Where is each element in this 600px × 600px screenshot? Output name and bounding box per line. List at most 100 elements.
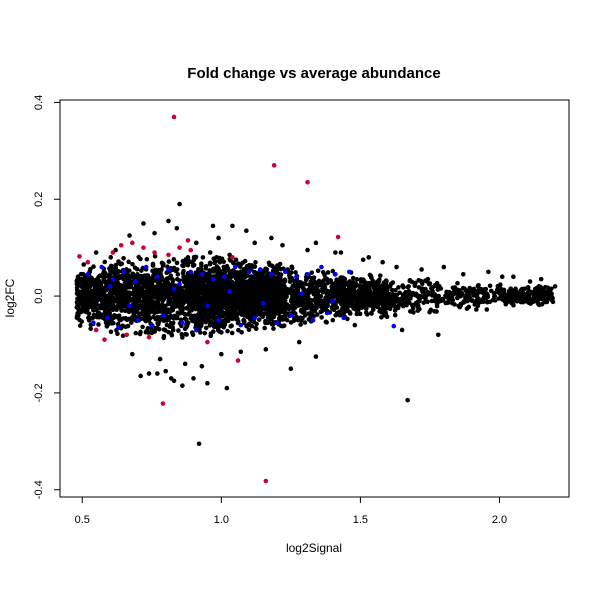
data-point-black: [305, 247, 310, 253]
data-point-red: [102, 337, 107, 342]
data-point: [126, 281, 131, 287]
data-point: [207, 270, 212, 275]
data-point: [203, 325, 209, 331]
data-point: [329, 305, 335, 311]
data-point: [212, 267, 218, 273]
data-point: [278, 303, 283, 308]
data-point-blue: [330, 298, 335, 304]
data-point: [190, 263, 196, 268]
data-point: [443, 293, 448, 298]
data-point: [270, 301, 275, 306]
data-point: [81, 262, 87, 267]
data-point: [294, 296, 300, 302]
data-point: [324, 277, 330, 282]
data-point-black: [205, 380, 210, 386]
data-point: [293, 270, 298, 275]
y-tick-label: 0.2: [33, 192, 45, 207]
data-point: [244, 263, 250, 269]
data-point: [288, 320, 294, 325]
data-point-red: [93, 327, 99, 333]
data-point: [79, 319, 85, 324]
data-point-blue: [294, 274, 299, 280]
data-point-black: [538, 276, 544, 282]
data-point: [77, 323, 83, 328]
data-point: [140, 302, 146, 308]
data-point-blue: [252, 315, 257, 321]
data-point: [91, 304, 97, 310]
data-point: [166, 292, 171, 298]
data-point: [376, 287, 381, 293]
data-point: [162, 294, 168, 300]
data-point: [213, 293, 219, 298]
data-point: [355, 289, 360, 295]
data-point: [498, 293, 504, 298]
data-point: [293, 281, 299, 287]
data-point: [236, 286, 241, 291]
data-point: [484, 307, 490, 312]
data-point: [180, 335, 185, 340]
data-point: [380, 296, 386, 302]
data-point-red: [160, 401, 166, 406]
data-point: [511, 292, 516, 298]
data-point: [380, 288, 385, 294]
data-point-blue: [246, 269, 252, 275]
data-point: [307, 303, 312, 308]
data-point: [155, 314, 160, 320]
data-point-blue: [143, 264, 149, 270]
data-point: [288, 270, 294, 275]
data-point: [247, 311, 252, 317]
data-point: [76, 307, 82, 312]
data-point: [80, 271, 86, 277]
data-point-black: [130, 351, 135, 357]
data-point: [120, 333, 126, 339]
data-point-red: [171, 114, 177, 120]
data-point: [436, 297, 442, 302]
data-point: [157, 308, 162, 314]
data-point: [189, 306, 195, 312]
data-point: [484, 299, 490, 305]
data-point: [155, 294, 160, 300]
data-point-black: [93, 250, 99, 255]
data-point: [134, 266, 140, 272]
data-point-red: [110, 250, 116, 255]
data-point: [383, 302, 389, 308]
data-point: [527, 291, 532, 296]
data-point: [123, 273, 129, 279]
data-point: [228, 296, 234, 301]
data-point: [377, 273, 383, 278]
data-point: [327, 294, 332, 300]
data-point: [152, 285, 157, 290]
data-point: [191, 257, 197, 263]
data-point: [308, 314, 313, 320]
data-point-red: [177, 245, 182, 250]
data-point: [108, 255, 114, 260]
data-point: [147, 291, 153, 296]
data-point: [265, 275, 270, 280]
data-point: [198, 317, 204, 322]
data-point: [450, 300, 455, 306]
data-point: [176, 285, 181, 291]
data-point-black: [394, 264, 399, 270]
data-point: [498, 286, 504, 292]
data-point: [161, 333, 167, 339]
data-point: [258, 312, 264, 318]
data-point: [186, 260, 191, 265]
data-point: [202, 330, 208, 336]
data-point: [192, 283, 198, 289]
data-point: [231, 260, 236, 266]
data-point: [114, 269, 120, 275]
data-point: [131, 297, 137, 303]
data-point: [136, 281, 142, 286]
data-point: [179, 308, 184, 314]
data-point: [198, 283, 204, 289]
data-point: [186, 296, 191, 302]
data-point: [318, 309, 324, 315]
data-point: [287, 279, 293, 284]
data-point: [148, 276, 154, 282]
data-point: [110, 295, 116, 300]
data-point-black: [141, 221, 146, 226]
data-point: [82, 284, 87, 290]
data-point-black: [157, 356, 163, 362]
data-point: [414, 302, 419, 307]
data-point: [513, 297, 519, 303]
